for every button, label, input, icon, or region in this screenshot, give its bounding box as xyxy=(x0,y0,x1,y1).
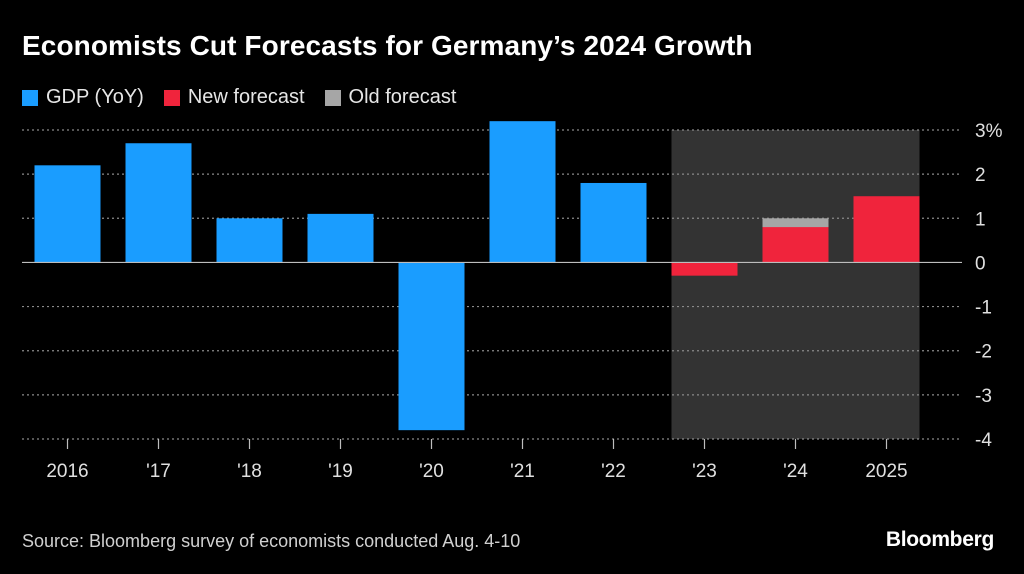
x-tick-label: '20 xyxy=(419,461,444,482)
legend-item-gdp: GDP (YoY) xyxy=(22,86,144,109)
x-tick-label: 2016 xyxy=(46,461,88,482)
legend: GDP (YoY) New forecast Old forecast xyxy=(22,86,476,109)
y-tick-label: 3% xyxy=(975,121,1003,142)
forecast-shaded-region xyxy=(671,130,920,439)
y-tick-label: -4 xyxy=(975,430,992,451)
legend-swatch-new-forecast xyxy=(163,89,180,106)
x-tick-label: 2025 xyxy=(865,461,907,482)
x-tick-label: '21 xyxy=(510,461,535,482)
bar-gdp xyxy=(34,165,101,263)
bar-gdp xyxy=(580,182,647,263)
x-tick-label: '22 xyxy=(601,461,626,482)
x-tick-label: '24 xyxy=(783,461,808,482)
y-tick-label: -1 xyxy=(975,298,992,319)
chart-title: Economists Cut Forecasts for Germany’s 2… xyxy=(22,30,753,61)
y-tick-label: 1 xyxy=(975,209,986,230)
bar-gdp xyxy=(489,121,556,263)
bloomberg-logo: Bloomberg xyxy=(885,528,994,551)
x-tick-label: '17 xyxy=(146,461,171,482)
legend-item-old-forecast: Old forecast xyxy=(324,86,457,109)
bar-new-forecast xyxy=(671,262,738,276)
y-tick-label: 2 xyxy=(975,165,986,186)
x-tick-label: '23 xyxy=(692,461,717,482)
bar-gdp xyxy=(125,143,192,263)
x-tick-label: '18 xyxy=(237,461,262,482)
legend-label-gdp: GDP (YoY) xyxy=(46,86,144,108)
source-note: Source: Bloomberg survey of economists c… xyxy=(22,531,521,551)
bar-new-forecast xyxy=(853,196,920,263)
bar-gdp xyxy=(398,262,465,431)
y-tick-label: 0 xyxy=(975,253,986,274)
y-tick-label: -3 xyxy=(975,386,992,407)
bar-gdp xyxy=(216,218,283,263)
legend-label-new-forecast: New forecast xyxy=(187,86,305,108)
bar-gdp xyxy=(307,213,374,263)
x-tick-label: '19 xyxy=(328,461,353,482)
legend-label-old-forecast: Old forecast xyxy=(348,86,457,108)
legend-swatch-old-forecast xyxy=(324,89,341,106)
y-tick-label: -2 xyxy=(975,342,992,363)
legend-item-new-forecast: New forecast xyxy=(163,86,305,109)
bar-new-forecast xyxy=(762,227,829,263)
legend-swatch-gdp xyxy=(22,89,38,106)
